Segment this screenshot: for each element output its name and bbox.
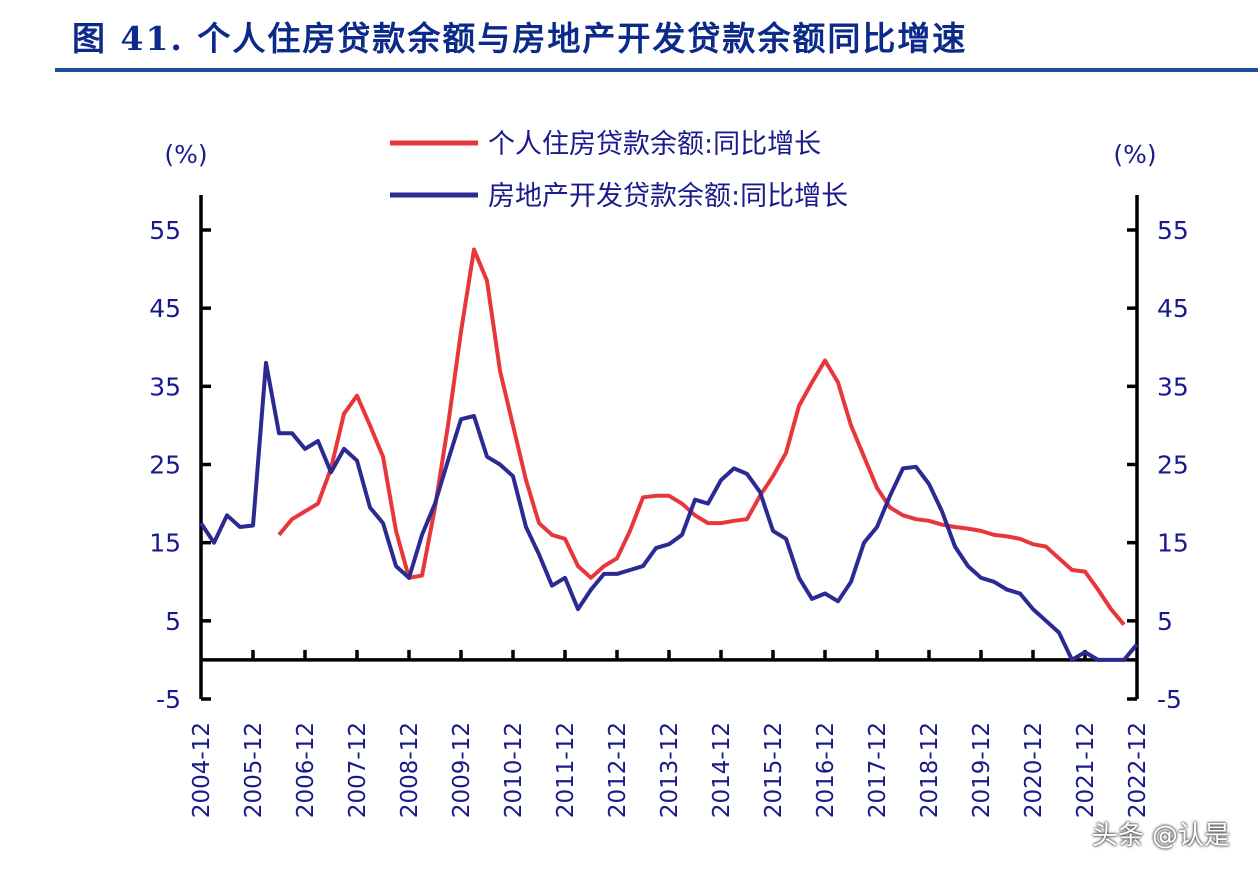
x-tick-label: 2004-12 <box>189 722 215 818</box>
x-tick-label: 2017-12 <box>865 722 891 818</box>
title-divider <box>55 68 1258 72</box>
x-tick-label: 2015-12 <box>761 722 787 818</box>
x-tick-label: 2010-12 <box>501 722 527 818</box>
legend-label-1: 个人住房贷款余额:同比增长 <box>488 129 821 160</box>
x-tick-label: 2005-12 <box>241 722 267 818</box>
x-tick-label: 2019-12 <box>969 722 995 818</box>
y-tick-label-left: -5 <box>156 685 181 714</box>
x-tick-label: 2008-12 <box>397 722 423 818</box>
x-tick-label: 2009-12 <box>449 722 475 818</box>
watermark: 头条 @认是 <box>1091 821 1230 851</box>
y-axis-unit-right: (%) <box>1113 140 1156 169</box>
y-tick-label-right: 35 <box>1157 372 1189 401</box>
x-tick-label: 2011-12 <box>553 722 579 818</box>
x-tick-label: 2020-12 <box>1021 722 1047 818</box>
series-line-2 <box>199 360 1139 662</box>
y-tick-label-left: 25 <box>149 451 181 480</box>
y-tick-label-right: 5 <box>1157 607 1173 636</box>
x-tick-label: 2012-12 <box>605 722 631 818</box>
x-tick-label: 2006-12 <box>293 722 319 818</box>
x-tick-label: 2016-12 <box>813 722 839 818</box>
y-tick-label-right: 45 <box>1157 294 1189 323</box>
y-tick-label-right: 55 <box>1157 216 1189 245</box>
y-axis-unit-left: (%) <box>164 140 207 169</box>
series-line-1 <box>277 247 1126 626</box>
y-tick-label-right: 25 <box>1157 451 1189 480</box>
y-tick-label-left: 55 <box>149 216 181 245</box>
x-tick-label: 2022-12 <box>1125 722 1151 818</box>
y-tick-label-left: 5 <box>165 607 181 636</box>
x-tick-label: 2007-12 <box>345 722 371 818</box>
x-tick-label: 2018-12 <box>917 722 943 818</box>
x-tick-label: 2021-12 <box>1073 722 1099 818</box>
figure-title: 图 41. 个人住房贷款余额与房地产开发贷款余额同比增速 <box>72 19 968 58</box>
x-tick-label: 2014-12 <box>709 722 735 818</box>
y-tick-label-left: 45 <box>149 294 181 323</box>
y-tick-label-right: 15 <box>1157 529 1189 558</box>
legend-label-2: 房地产开发贷款余额:同比增长 <box>488 181 848 212</box>
y-tick-label-left: 35 <box>149 372 181 401</box>
y-tick-label-right: -5 <box>1157 685 1182 714</box>
x-tick-label: 2013-12 <box>657 722 683 818</box>
y-tick-label-left: 15 <box>149 529 181 558</box>
